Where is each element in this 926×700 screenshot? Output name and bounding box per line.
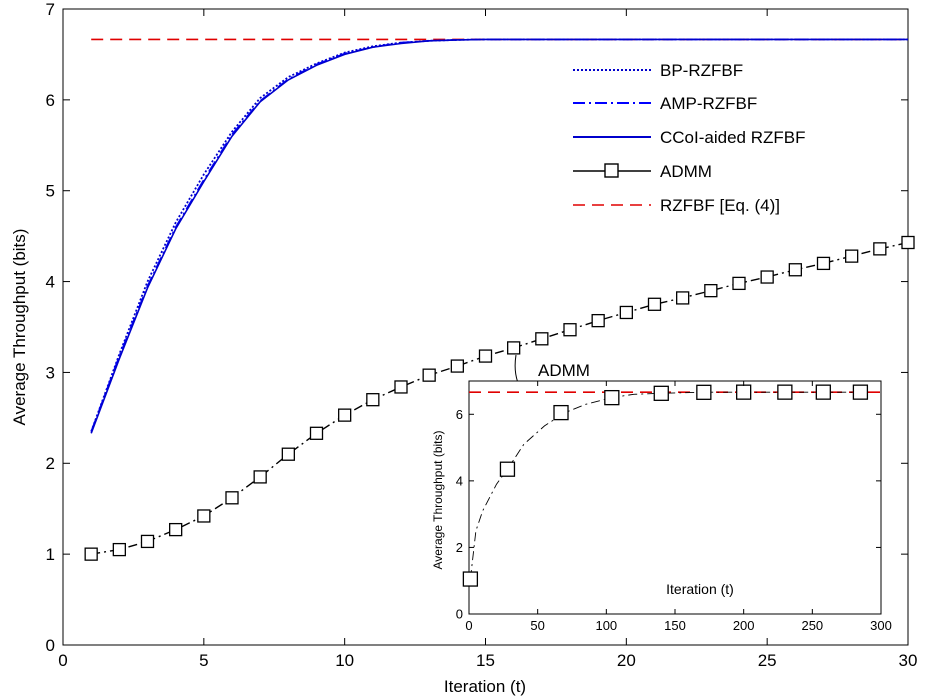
main-series-group — [84, 38, 915, 561]
main-data-point — [816, 256, 831, 271]
main-y-tick-label: 0 — [46, 636, 55, 655]
inset-data-point — [777, 384, 793, 400]
main-series-line-1 — [90, 38, 908, 432]
main-x-tick-label: 20 — [617, 651, 636, 670]
main-data-point — [394, 380, 408, 394]
main-data-point — [169, 522, 183, 537]
main-data-point — [84, 547, 98, 561]
inset-data-point — [815, 384, 831, 400]
main-data-point — [845, 249, 859, 263]
main-y-tick-label: 2 — [46, 454, 55, 473]
main-x-tick-label: 15 — [476, 651, 495, 670]
main-data-point — [309, 426, 324, 440]
main-data-point — [591, 313, 605, 328]
main-data-point — [338, 408, 352, 422]
inset-series-line-0 — [469, 391, 861, 580]
main-x-tick-label: 30 — [899, 651, 918, 670]
main-x-tick-label: 0 — [58, 651, 67, 670]
main-y-tick-label: 6 — [46, 91, 55, 110]
inset-x-tick-label: 200 — [733, 618, 755, 633]
main-data-point — [366, 393, 380, 407]
main-x-tick-label: 10 — [335, 651, 354, 670]
inset-x-tick-label: 300 — [870, 618, 892, 633]
main-data-point — [507, 341, 521, 355]
main-y-tick-label: 4 — [46, 273, 55, 292]
inset-x-axis-label: Iteration (t) — [666, 581, 734, 597]
main-y-tick-label: 7 — [46, 0, 55, 19]
inset-x-ticks: 0 50 100 150 200 250 300 — [465, 381, 892, 633]
main-data-point — [732, 276, 746, 291]
main-data-point — [535, 332, 549, 346]
inset-x-tick-label: 250 — [801, 618, 823, 633]
main-y-axis-label: Average Throughput (bits) — [10, 229, 29, 426]
inset-data-point — [462, 571, 479, 587]
inset-x-tick-label: 0 — [465, 618, 472, 633]
main-x-tick-label: 25 — [758, 651, 777, 670]
legend-entry-admm: ADMM — [573, 162, 712, 181]
legend-label-bp: BP-RZFBF — [660, 61, 743, 80]
main-data-point — [873, 242, 887, 256]
main-data-point — [704, 284, 718, 298]
main-x-ticks: 0 5 10 15 20 25 30 — [58, 9, 917, 670]
main-data-point — [281, 447, 295, 461]
inset-y-tick-label: 4 — [456, 473, 463, 488]
inset-plot: 0 50 100 150 200 250 300 0 2 4 6 Iteration (t) Av… — [431, 380, 892, 633]
inset-data-point — [736, 384, 752, 400]
legend: BP-RZFBF AMP-RZFBF CCoI-aided RZFBF ADMM… — [573, 61, 805, 215]
main-data-point — [197, 509, 211, 523]
inset-y-tick-label: 0 — [456, 607, 463, 622]
legend-label-amp: AMP-RZFBF — [660, 94, 757, 113]
legend-entry-bp: BP-RZFBF — [573, 61, 743, 80]
inset-y-tick-label: 6 — [456, 407, 463, 422]
inset-data-point — [696, 384, 712, 400]
inset-x-tick-label: 50 — [530, 618, 544, 633]
main-data-point — [422, 368, 436, 382]
main-series-line-2 — [90, 38, 908, 434]
legend-entry-rzfbf: RZFBF [Eq. (4)] — [573, 196, 780, 215]
main-data-point — [760, 270, 774, 284]
inset-data-point — [553, 404, 569, 421]
main-y-ticks: 0 1 2 3 4 5 6 7 — [46, 0, 908, 655]
inset-data-point — [604, 389, 620, 406]
main-x-tick-label: 5 — [199, 651, 208, 670]
main-data-point — [225, 491, 239, 505]
main-data-point — [140, 534, 155, 549]
inset-y-axis-label: Average Throughput (bits) — [431, 431, 445, 570]
inset-y-ticks: 0 2 4 6 — [456, 407, 881, 622]
main-y-tick-label: 3 — [46, 363, 55, 382]
inset-plot-frame — [468, 380, 882, 615]
legend-entry-ccoi: CCoI-aided RZFBF — [573, 128, 805, 147]
inset-x-tick-label: 150 — [664, 618, 686, 633]
admm-annotation-label: ADMM — [538, 361, 590, 380]
main-data-point — [901, 235, 915, 250]
main-data-point — [788, 263, 802, 277]
main-x-axis-label: Iteration (t) — [444, 677, 526, 696]
main-data-point — [253, 470, 267, 484]
main-y-tick-label: 5 — [46, 182, 55, 201]
main-data-point — [112, 542, 126, 557]
main-data-point — [619, 305, 633, 320]
main-series-line-0 — [90, 38, 908, 432]
inset-data-point — [499, 461, 516, 477]
inset-data-point — [852, 384, 869, 400]
main-data-point — [676, 291, 690, 305]
main-data-point — [647, 297, 662, 311]
inset-series-group — [462, 384, 881, 587]
legend-label-rzfbf: RZFBF [Eq. (4)] — [660, 196, 780, 215]
main-data-point — [450, 359, 464, 373]
main-data-point — [478, 349, 493, 363]
inset-x-tick-label: 100 — [595, 618, 617, 633]
main-data-point — [563, 323, 577, 337]
main-y-tick-label: 1 — [46, 545, 55, 564]
legend-label-admm: ADMM — [660, 162, 712, 181]
inset-data-point — [653, 385, 669, 401]
legend-entry-amp: AMP-RZFBF — [573, 94, 757, 113]
inset-y-tick-label: 2 — [456, 540, 463, 555]
legend-marker-admm — [604, 163, 619, 178]
legend-label-ccoi: CCoI-aided RZFBF — [660, 128, 805, 147]
